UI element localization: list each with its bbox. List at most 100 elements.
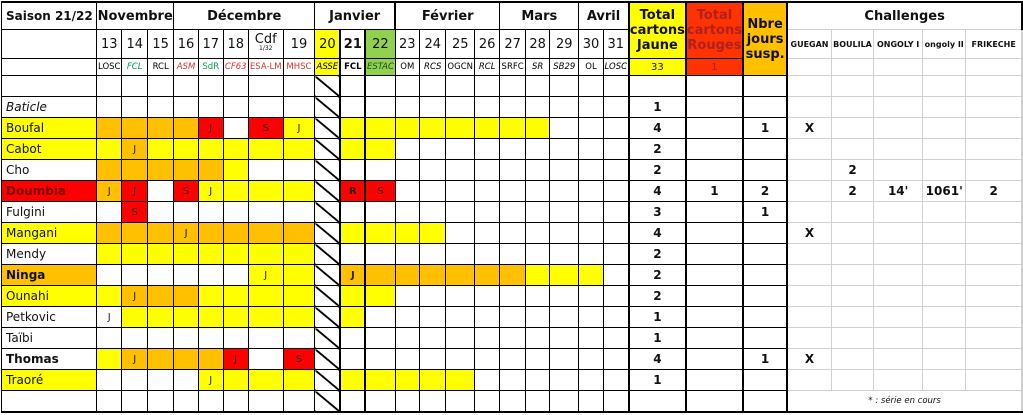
challenge-cell[interactable] <box>965 159 1023 181</box>
total-red-header[interactable]: Total cartons Rouges <box>684 1 744 59</box>
match-cell[interactable] <box>445 243 475 265</box>
challenge-cell[interactable] <box>830 58 875 76</box>
challenge-column-header[interactable]: BOULILA <box>830 29 875 59</box>
match-cell[interactable] <box>147 369 175 391</box>
match-cell[interactable] <box>222 75 249 97</box>
match-cell[interactable] <box>445 201 475 223</box>
match-cell[interactable] <box>524 222 551 244</box>
match-cell[interactable] <box>197 264 224 286</box>
match-cell[interactable] <box>445 117 475 139</box>
challenge-cell[interactable] <box>830 369 875 391</box>
round-number[interactable]: 22 <box>364 29 396 59</box>
match-cell[interactable] <box>499 222 526 244</box>
match-cell[interactable] <box>419 75 447 97</box>
match-cell[interactable] <box>499 390 526 413</box>
match-cell[interactable] <box>339 201 366 223</box>
match-cell[interactable] <box>147 348 175 370</box>
match-cell[interactable] <box>247 222 284 244</box>
match-cell[interactable] <box>445 159 475 181</box>
match-cell[interactable] <box>173 138 199 160</box>
match-cell[interactable] <box>394 243 421 265</box>
suspension-days-cell[interactable] <box>741 285 789 307</box>
match-cell[interactable] <box>197 348 224 370</box>
match-cell[interactable] <box>197 306 224 328</box>
match-cell[interactable] <box>197 159 224 181</box>
match-cell[interactable] <box>419 264 447 286</box>
match-cell[interactable] <box>602 264 630 286</box>
match-cell[interactable] <box>394 369 421 391</box>
season-title[interactable]: Saison 21/22 <box>0 1 98 30</box>
match-cell[interactable] <box>173 264 199 286</box>
match-cell[interactable] <box>96 75 123 97</box>
match-cell[interactable] <box>173 285 199 307</box>
match-cell[interactable] <box>121 390 149 413</box>
match-cell[interactable] <box>121 306 149 328</box>
round-number[interactable]: 14 <box>121 29 149 59</box>
challenge-cell[interactable] <box>786 75 832 97</box>
match-cell[interactable] <box>222 306 249 328</box>
match-cell[interactable] <box>339 306 366 328</box>
match-cell[interactable] <box>419 222 447 244</box>
total-red-cell[interactable]: 1 <box>684 180 744 202</box>
challenge-cell[interactable] <box>965 369 1023 391</box>
match-cell[interactable] <box>282 327 316 349</box>
total-red-cell[interactable] <box>684 306 744 328</box>
challenge-cell[interactable]: 2 <box>830 180 875 202</box>
match-cell[interactable] <box>473 75 501 97</box>
challenge-cell[interactable] <box>922 243 967 265</box>
match-cell[interactable] <box>419 180 447 202</box>
challenge-cell[interactable] <box>873 75 924 97</box>
challenge-cell[interactable]: X <box>786 222 832 244</box>
match-cell[interactable] <box>473 201 501 223</box>
player-name[interactable]: Cabot <box>0 138 98 160</box>
match-cell[interactable] <box>364 243 396 265</box>
match-cell[interactable] <box>197 222 224 244</box>
opponent-label[interactable]: SRFC <box>499 58 526 76</box>
footnote[interactable]: * : série en cours <box>786 390 1023 413</box>
match-cell[interactable] <box>222 138 249 160</box>
match-cell[interactable] <box>173 159 199 181</box>
total-yellow-cell[interactable]: 2 <box>627 159 687 181</box>
player-name[interactable]: Cho <box>0 159 98 181</box>
suspension-days-cell[interactable] <box>741 75 789 97</box>
match-cell[interactable]: J <box>121 285 149 307</box>
round-number[interactable]: 13 <box>96 29 123 59</box>
match-cell[interactable] <box>96 285 123 307</box>
player-name[interactable]: Doumbia <box>0 180 98 202</box>
suspension-days-cell[interactable] <box>741 159 789 181</box>
match-cell[interactable] <box>364 285 396 307</box>
challenge-cell[interactable] <box>965 306 1023 328</box>
month-header[interactable]: Novembre <box>96 1 175 30</box>
total-yellow-cell[interactable]: 1 <box>627 369 687 391</box>
match-cell[interactable] <box>445 96 475 118</box>
match-cell[interactable] <box>578 369 604 391</box>
match-cell[interactable] <box>445 285 475 307</box>
match-cell[interactable] <box>339 75 366 97</box>
hatched-cell[interactable] <box>314 327 341 349</box>
opponent-label[interactable]: RCL <box>473 58 501 76</box>
match-cell[interactable] <box>147 117 175 139</box>
match-cell[interactable] <box>96 369 123 391</box>
match-cell[interactable] <box>524 348 551 370</box>
opponent-label[interactable]: CF63 <box>222 58 249 76</box>
round-number[interactable]: 19 <box>282 29 316 59</box>
challenge-cell[interactable] <box>830 117 875 139</box>
match-cell[interactable] <box>394 75 421 97</box>
total-yellow-cell[interactable] <box>627 75 687 97</box>
match-cell[interactable] <box>549 117 580 139</box>
match-cell[interactable] <box>364 222 396 244</box>
match-cell[interactable]: J <box>173 222 199 244</box>
match-cell[interactable] <box>499 327 526 349</box>
match-cell[interactable] <box>473 117 501 139</box>
match-cell[interactable] <box>473 159 501 181</box>
match-cell[interactable] <box>147 180 175 202</box>
challenge-cell[interactable] <box>830 327 875 349</box>
player-name[interactable]: Fulgini <box>0 201 98 223</box>
challenge-cell[interactable] <box>922 327 967 349</box>
match-cell[interactable] <box>96 138 123 160</box>
round-number[interactable]: 20 <box>314 29 341 59</box>
hatched-cell[interactable] <box>314 117 341 139</box>
challenge-cell[interactable] <box>786 201 832 223</box>
match-cell[interactable] <box>445 75 475 97</box>
match-cell[interactable] <box>549 306 580 328</box>
